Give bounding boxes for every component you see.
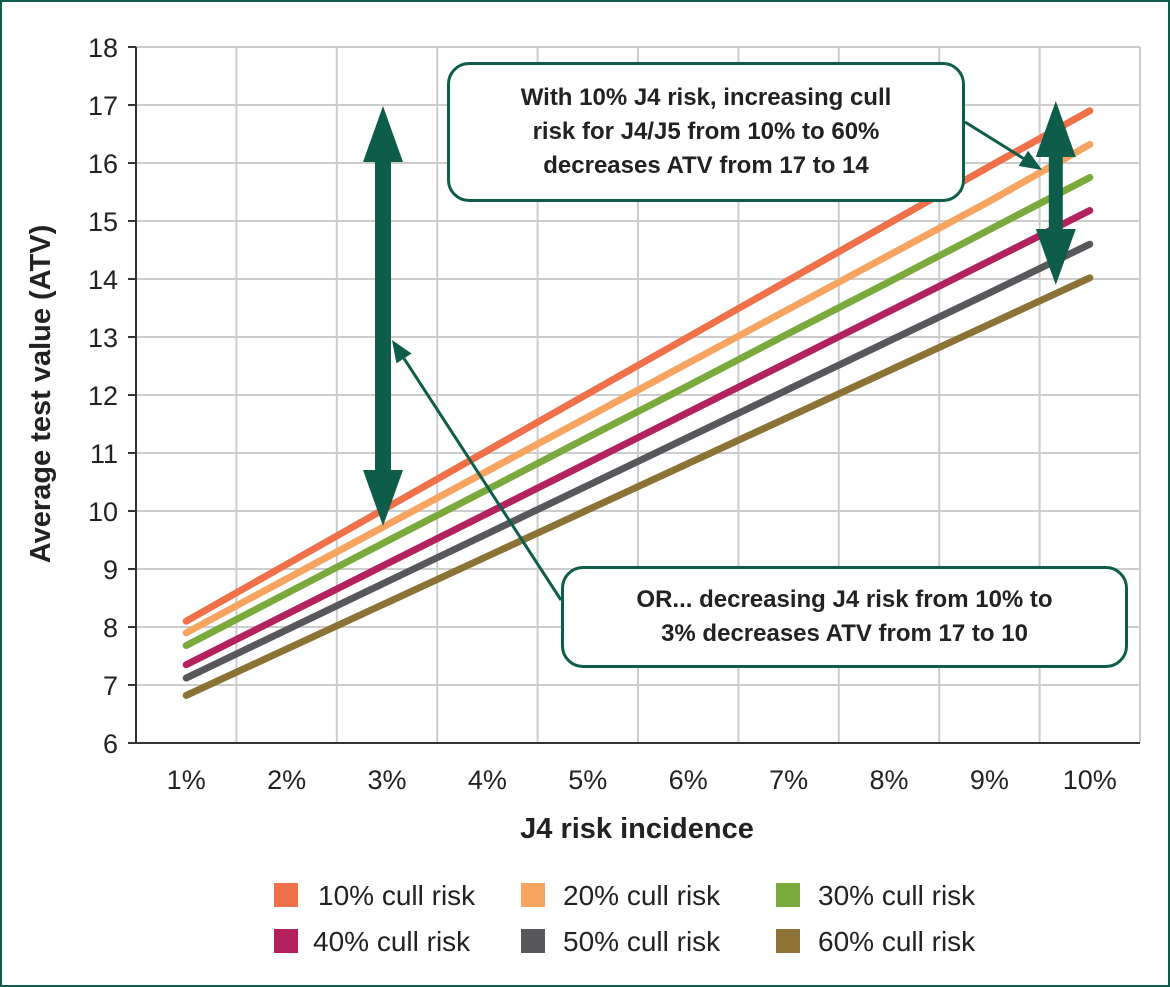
legend-label: 40% cull risk [313,926,471,957]
pointer-line [964,120,1025,160]
x-tick-label: 4% [468,765,507,795]
pointer-head [392,340,412,364]
annotation-cull-risk-line-3: decreases ATV from 17 to 14 [543,152,869,179]
y-tick-label: 13 [88,323,118,353]
legend-swatch [521,929,545,953]
x-tick-label: 10% [1063,765,1117,795]
arrow-shaft [375,160,391,472]
series-line-20-cull-risk [182,140,1094,637]
legend: 10% cull risk 20% cull risk 30% cull risk 4… [274,880,976,957]
legend-item: 10% cull risk [274,880,476,911]
y-tick-label: 11 [90,439,118,469]
series-line-40-cull-risk [182,207,1094,669]
annotation-j4-risk-line-2: 3% decreases ATV from 17 to 10 [661,620,1028,647]
legend-label: 50% cull risk [563,926,721,957]
legend-swatch [521,883,545,907]
arrow-shaft [1048,155,1063,231]
annotation-arrows [363,101,1076,601]
annotation-cull-risk-line-2: risk for J4/J5 from 10% to 60% [532,118,880,145]
arrow-head-up [1035,101,1076,157]
y-tick-label: 15 [88,207,118,237]
series-line-50-cull-risk [182,240,1094,682]
legend-swatch [776,929,800,953]
x-tick-label: 5% [568,765,607,795]
legend-swatch [274,929,298,953]
y-tick-label: 16 [88,149,118,179]
legend-label: 60% cull risk [818,926,976,957]
series-line-30-cull-risk [182,174,1094,650]
y-tick-label: 7 [103,671,118,701]
legend-swatch [776,883,800,907]
y-tick-label: 6 [103,729,118,759]
annotation-cull-risk: With 10% J4 risk, increasing cull risk f… [447,62,965,202]
legend-item: 20% cull risk [521,880,721,911]
y-tick-label: 18 [88,33,118,63]
y-tick-label: 14 [88,265,118,295]
axes [128,46,1140,744]
series-line-60-cull-risk [182,274,1094,699]
legend-label: 30% cull risk [818,880,976,911]
annotation-cull-risk-line-1: With 10% J4 risk, increasing cull [520,84,892,111]
pointer-head [1018,150,1042,170]
x-tick-label: 6% [669,765,708,795]
y-tick-label: 8 [103,613,118,643]
annotation-j4-risk: OR... decreasing J4 risk from 10% to 3% … [561,566,1128,668]
x-tick-labels: 1% 2% 3% 4% 5% 6% 7% 8% 9% 10% [167,765,1117,795]
x-tick-label: 3% [367,765,406,795]
y-tick-labels: 6 7 8 9 10 11 12 13 14 15 16 17 18 [88,33,118,759]
y-tick-label: 17 [88,91,118,121]
y-tick-label: 12 [88,381,118,411]
legend-item: 30% cull risk [776,880,976,911]
arrow-head-down [363,470,403,526]
x-tick-label: 9% [970,765,1009,795]
arrow-head-up [363,106,403,162]
y-tick-label: 10 [88,497,118,527]
legend-item: 60% cull risk [776,926,976,957]
pointer-to-j4-arrow [392,340,563,601]
x-tick-label: 7% [769,765,808,795]
y-tick-label: 9 [103,555,118,585]
legend-item: 50% cull risk [521,926,721,957]
y-axis-title: Average test value (ATV) [25,225,57,563]
legend-label: 20% cull risk [563,880,721,911]
annotation-j4-risk-line-1: OR... decreasing J4 risk from 10% to [636,586,1053,613]
double-arrow-j4-risk [363,106,403,526]
x-tick-label: 1% [167,765,206,795]
legend-swatch [274,883,298,907]
legend-label: 10% cull risk [318,880,476,911]
x-tick-label: 8% [869,765,908,795]
pointer-line [402,357,563,601]
x-tick-label: 2% [267,765,306,795]
x-axis-title: J4 risk incidence [520,813,754,845]
arrow-head-down [1035,229,1076,285]
pointer-to-cull-arrow [964,120,1042,170]
legend-item: 40% cull risk [274,926,471,957]
double-arrow-cull-risk [1035,101,1076,285]
